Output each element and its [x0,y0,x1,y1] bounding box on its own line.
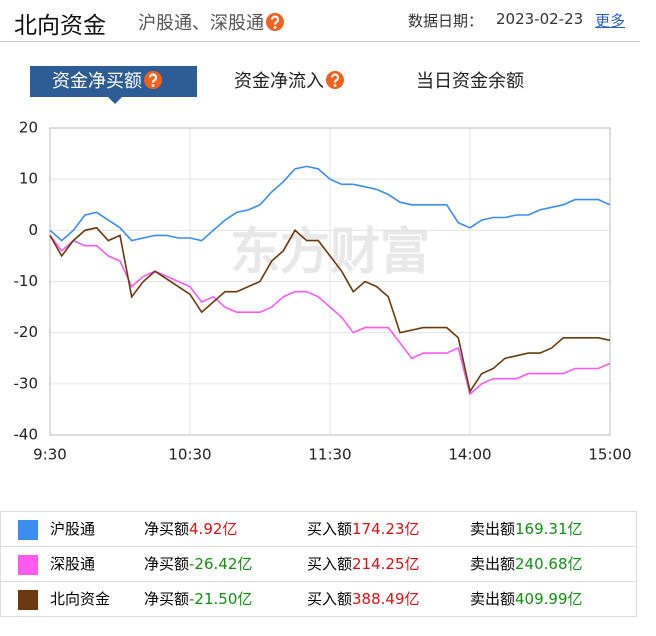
y-tick-label: -20 [14,323,39,341]
label: 卖出额 [470,555,516,574]
label: 净买额 [144,520,190,539]
y-tick-label: 0 [28,221,38,239]
y-tick-label: -10 [14,272,39,290]
help-icon[interactable] [326,71,344,89]
tab-text: 资金净买额 [52,71,142,92]
value: 169.31亿 [515,520,583,539]
legend-row: 沪股通 净买额4.92亿 买入额174.23亿 卖出额169.31亿 [0,511,637,547]
value: -26.42亿 [189,555,253,574]
plot-border [49,127,611,436]
more-link[interactable]: 更多 [595,12,626,30]
label: 买入额 [307,590,353,609]
legend-name: 北向资金 [50,590,111,609]
tab-active[interactable]: 资金净买额 [30,66,197,97]
x-tick-label: 9:30 [33,446,67,464]
legend-cell: 沪股通 净买额4.92亿 买入额174.23亿 卖出额169.31亿 [0,511,637,547]
label: 净买额 [144,555,190,574]
legend-name: 沪股通 [50,520,96,539]
legend-group: 买入额174.23亿 [307,518,470,539]
date: 2023-02-23 [496,10,584,28]
value: 214.25亿 [352,555,420,574]
legend-cell: 深股通 净买额-26.42亿 买入额214.25亿 卖出额240.68亿 [0,546,637,582]
tab-caret [108,97,122,104]
legend-group: 净买额-26.42亿 [144,553,307,574]
label: 卖出额 [470,520,516,539]
divider [0,41,640,42]
y-tick-label: 20 [19,119,38,137]
value: -21.50亿 [189,590,253,609]
value: 174.23亿 [352,520,420,539]
help-icon[interactable] [266,13,284,31]
x-tick-label: 10:30 [168,446,211,464]
legend-swatch [18,519,38,540]
y-tick-label: -40 [14,426,39,444]
legend-group: 净买额4.92亿 [144,518,307,539]
legend-group: 买入额214.25亿 [307,553,470,574]
series-line [49,234,611,396]
y-tick-label: 10 [19,170,38,188]
legend-cell: 北向资金 净买额-21.50亿 买入额388.49亿 卖出额409.99亿 [0,581,637,617]
tab[interactable]: 当日资金余额 [416,71,524,92]
x-tick-label: 14:00 [448,446,491,464]
tab[interactable]: 资金净流入 [234,66,344,97]
value: 409.99亿 [515,590,583,609]
legend-name: 深股通 [50,555,96,574]
series-line [49,226,611,394]
legend-swatch [18,554,38,575]
label: 买入额 [307,555,353,574]
value: 240.68亿 [515,555,583,574]
legend-group: 净买额-21.50亿 [144,588,307,609]
tab-text: 资金净流入 [234,71,324,92]
legend-swatch [18,589,38,610]
label: 净买额 [144,590,190,609]
legend-table: 沪股通 净买额4.92亿 买入额174.23亿 卖出额169.31亿 深股通 净买额-26… [0,511,637,617]
legend-row: 北向资金 净买额-21.50亿 买入额388.49亿 卖出额409.99亿 [0,581,637,617]
title: 北向资金 [14,13,106,39]
subtitle: 沪股通、深股通 [138,9,284,35]
legend-group: 卖出额240.68亿 [470,553,620,574]
value: 4.92亿 [189,520,238,539]
y-tick-label: -30 [14,374,39,392]
date-label: 数据日期： [408,12,484,30]
legend-group: 卖出额409.99亿 [470,588,620,609]
x-tick-label: 11:30 [308,446,351,464]
x-tick-label: 15:00 [588,446,631,464]
legend-group: 卖出额169.31亿 [470,518,620,539]
legend-group: 买入额388.49亿 [307,588,470,609]
value: 388.49亿 [352,590,420,609]
help-icon[interactable] [144,71,162,89]
subtitle-text: 沪股通、深股通 [138,13,264,34]
legend-row: 深股通 净买额-26.42亿 买入额214.25亿 卖出额240.68亿 [0,546,637,582]
label: 买入额 [307,520,353,539]
label: 卖出额 [470,590,516,609]
series-line [49,165,611,242]
